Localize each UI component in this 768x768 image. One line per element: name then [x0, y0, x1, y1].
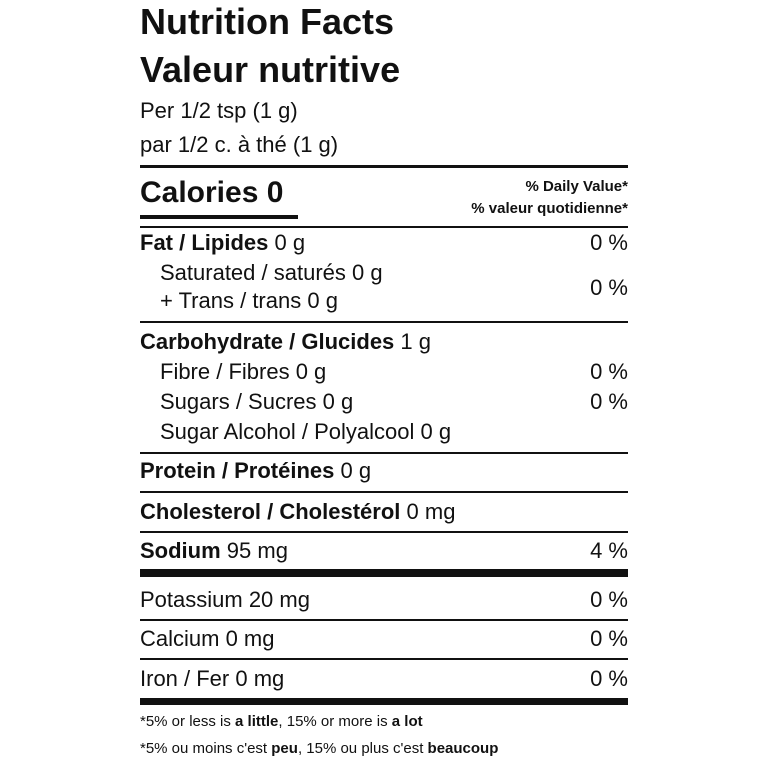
thick-rule [140, 569, 628, 577]
rule [140, 658, 628, 660]
rule [140, 531, 628, 533]
footnote-bold: a lot [391, 713, 423, 730]
cholesterol-name: Cholesterol / Cholestérol [140, 499, 401, 524]
rule [140, 226, 628, 228]
iron: Iron / Fer 0 mg [140, 666, 285, 691]
rule [140, 452, 628, 454]
footnote-text: *5% or less is [140, 713, 236, 730]
daily-value-fr: % valeur quotidienne* [471, 200, 628, 217]
fibre: Fibre / Fibres 0 g [160, 359, 327, 384]
footnote-bold: peu [271, 740, 298, 757]
protein-row: Protein / Protéines 0 g [140, 457, 371, 485]
iron-dv: 0 % [590, 666, 628, 691]
calcium: Calcium 0 mg [140, 626, 275, 651]
footnote-bold: beaucoup [427, 740, 499, 757]
rule [140, 321, 628, 323]
footnote-en: *5% or less is a little, 15% or more is … [140, 712, 423, 732]
footnote-text: , 15% or more is [278, 713, 392, 730]
sodium-name: Sodium [140, 538, 221, 563]
sat-trans-dv: 0 % [590, 275, 628, 300]
trans: + Trans / trans 0 g [160, 288, 338, 313]
sodium-row: Sodium 95 mg [140, 537, 288, 565]
serving-en: Per 1/2 tsp (1 g) [140, 98, 298, 123]
cholesterol-row: Cholesterol / Cholestérol 0 mg [140, 498, 455, 526]
fibre-dv: 0 % [590, 359, 628, 384]
sodium-amount: 95 mg [226, 538, 288, 563]
fat-row: Fat / Lipides 0 g [140, 229, 305, 257]
footnote-text: , 15% ou plus c'est [297, 740, 428, 757]
sugar-alcohol: Sugar Alcohol / Polyalcool 0 g [160, 419, 452, 444]
rule [140, 165, 628, 168]
fat-dv: 0 % [590, 230, 628, 255]
potassium: Potassium 20 mg [140, 587, 310, 612]
rule [140, 619, 628, 621]
rule [140, 491, 628, 493]
sugars-dv: 0 % [590, 389, 628, 414]
fat-name: Fat / Lipides [140, 230, 269, 255]
title-en: Nutrition Facts [140, 1, 395, 42]
thick-rule [140, 698, 628, 705]
footnote-text: *5% ou moins c'est [140, 740, 272, 757]
fat-amount: 0 g [274, 230, 306, 255]
carb-row: Carbohydrate / Glucides 1 g [140, 328, 431, 356]
carb-name: Carbohydrate / Glucides [140, 329, 395, 354]
sodium-dv: 4 % [590, 538, 628, 563]
daily-value-en: % Daily Value* [525, 178, 628, 195]
serving-fr: par 1/2 c. à thé (1 g) [140, 132, 339, 157]
protein-name: Protein / Protéines [140, 458, 335, 483]
sugars: Sugars / Sucres 0 g [160, 389, 354, 414]
saturated: Saturated / saturés 0 g [160, 260, 383, 285]
footnote-fr: *5% ou moins c'est peu, 15% ou plus c'es… [140, 739, 498, 759]
calcium-dv: 0 % [590, 626, 628, 651]
calories-underline [140, 215, 298, 219]
calories: Calories 0 [140, 176, 284, 209]
protein-amount: 0 g [340, 458, 372, 483]
potassium-dv: 0 % [590, 587, 628, 612]
cholesterol-amount: 0 mg [406, 499, 456, 524]
title-fr: Valeur nutritive [140, 49, 401, 90]
footnote-bold: a little [235, 713, 279, 730]
carb-amount: 1 g [400, 329, 432, 354]
